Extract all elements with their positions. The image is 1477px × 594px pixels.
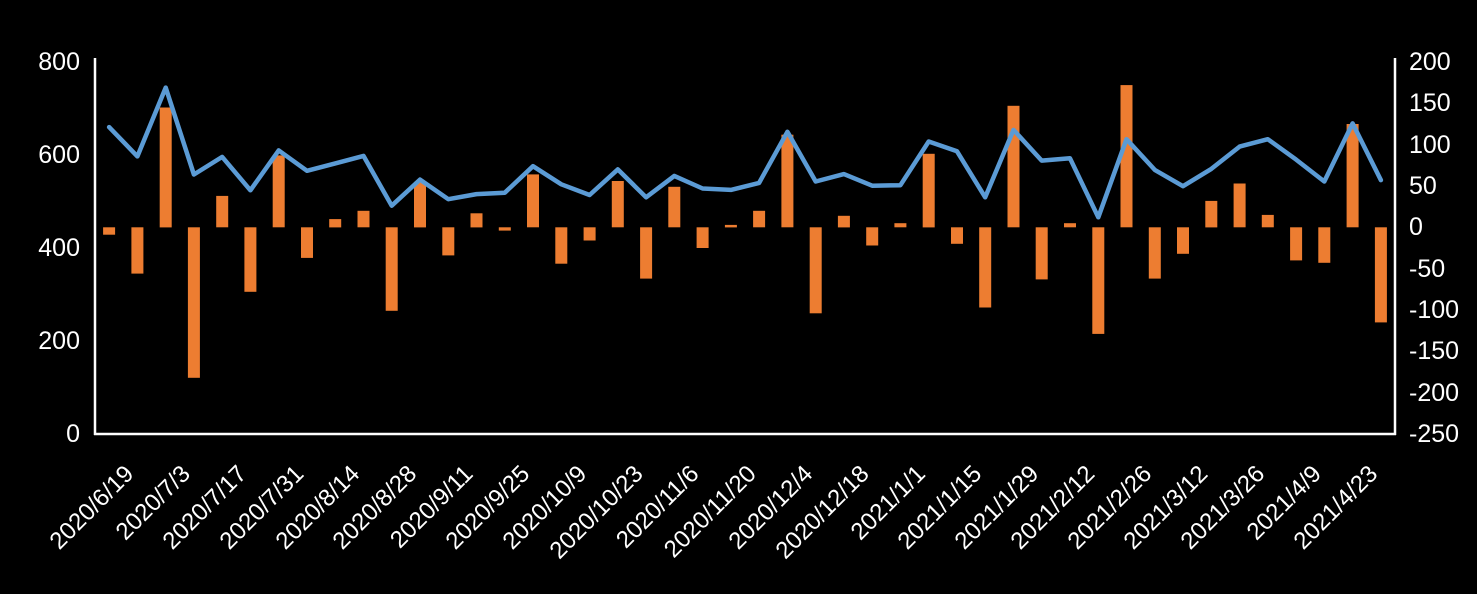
bar xyxy=(527,174,539,228)
bar xyxy=(414,181,426,228)
right-axis-tick-label: -50 xyxy=(1409,254,1446,283)
bar xyxy=(1035,227,1048,280)
bar xyxy=(1007,105,1020,228)
bar xyxy=(103,227,116,235)
bar xyxy=(187,227,200,378)
bar xyxy=(1261,214,1274,228)
right-axis-tick-label: -200 xyxy=(1409,378,1460,407)
bar-series xyxy=(103,85,1387,378)
bar xyxy=(1374,227,1387,323)
bar xyxy=(385,227,398,311)
bar xyxy=(781,134,794,228)
bar xyxy=(159,107,172,228)
bar xyxy=(1148,227,1161,279)
bar xyxy=(329,219,342,228)
bar xyxy=(1177,227,1189,254)
left-axis-tick-label: 400 xyxy=(38,234,80,262)
bar xyxy=(1064,223,1076,228)
right-axis-tick-label: 150 xyxy=(1409,89,1451,118)
bar xyxy=(894,223,907,228)
bar xyxy=(357,210,370,228)
right-axis-tick-label: 50 xyxy=(1409,172,1437,200)
bar xyxy=(1233,183,1246,228)
bar xyxy=(1120,85,1133,228)
bar xyxy=(922,153,935,228)
right-axis-tick-label: -150 xyxy=(1409,337,1460,366)
line-series xyxy=(106,85,1384,220)
bar xyxy=(555,227,568,264)
right-axis-tick-label: 200 xyxy=(1409,48,1451,76)
bar xyxy=(583,227,596,241)
left-axis-tick-label: 800 xyxy=(38,48,80,76)
bar xyxy=(1346,124,1359,228)
bar xyxy=(640,227,653,279)
bar xyxy=(979,227,992,308)
bar xyxy=(301,227,313,258)
bar xyxy=(1205,200,1218,228)
bar xyxy=(272,155,285,228)
right-axis-tick-label: -250 xyxy=(1409,420,1460,448)
bar xyxy=(1092,227,1105,334)
bar xyxy=(837,215,850,228)
bar xyxy=(696,227,709,248)
right-axis-tick-label: -100 xyxy=(1409,296,1460,324)
bar xyxy=(244,227,257,292)
left-axis-tick-label: 600 xyxy=(38,141,80,169)
bar xyxy=(442,227,455,256)
bar xyxy=(216,195,229,228)
bar xyxy=(470,213,483,228)
bar xyxy=(866,227,879,246)
bar xyxy=(724,224,737,228)
bar xyxy=(668,186,681,228)
bar xyxy=(611,181,624,228)
bar xyxy=(753,210,766,228)
right-axis-tick-label: 0 xyxy=(1409,213,1423,242)
bar xyxy=(809,227,822,314)
right-axis-tick-label: 100 xyxy=(1409,130,1451,159)
bar xyxy=(951,227,963,244)
left-axis-tick-label: 200 xyxy=(38,327,80,355)
bar xyxy=(498,227,511,231)
left-axis-tick-label: 0 xyxy=(66,420,80,448)
bar xyxy=(1290,227,1303,261)
bar xyxy=(131,227,144,274)
bar xyxy=(1318,227,1331,263)
